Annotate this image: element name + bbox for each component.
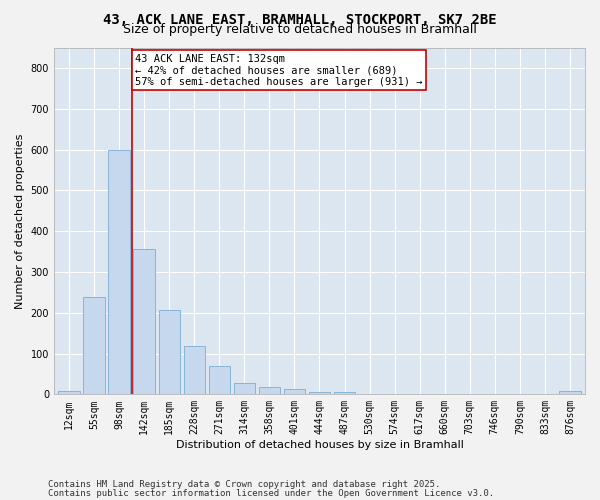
Bar (109, 150, 130, 394)
Text: 43, ACK LANE EAST, BRAMHALL, STOCKPORT, SK7 2BE: 43, ACK LANE EAST, BRAMHALL, STOCKPORT, … (103, 12, 497, 26)
Text: Contains public sector information licensed under the Open Government Licence v3: Contains public sector information licen… (48, 488, 494, 498)
Text: Size of property relative to detached houses in Bramhall: Size of property relative to detached ho… (123, 22, 477, 36)
Y-axis label: Number of detached properties: Number of detached properties (15, 133, 25, 308)
Bar (559, 391, 581, 394)
Bar (158, 310, 180, 394)
Text: 43 ACK LANE EAST: 132sqm
← 42% of detached houses are smaller (689)
57% of semi-: 43 ACK LANE EAST: 132sqm ← 42% of detach… (136, 54, 423, 87)
Bar (233, 383, 255, 394)
Bar (58, 391, 80, 394)
Bar (83, 297, 104, 394)
Bar (284, 389, 305, 394)
Bar (209, 366, 230, 394)
X-axis label: Distribution of detached houses by size in Bramhall: Distribution of detached houses by size … (176, 440, 463, 450)
Bar (309, 392, 330, 394)
Bar (133, 250, 155, 394)
Bar (184, 346, 205, 395)
Bar (259, 388, 280, 394)
Text: Contains HM Land Registry data © Crown copyright and database right 2025.: Contains HM Land Registry data © Crown c… (48, 480, 440, 489)
Bar (334, 392, 355, 394)
